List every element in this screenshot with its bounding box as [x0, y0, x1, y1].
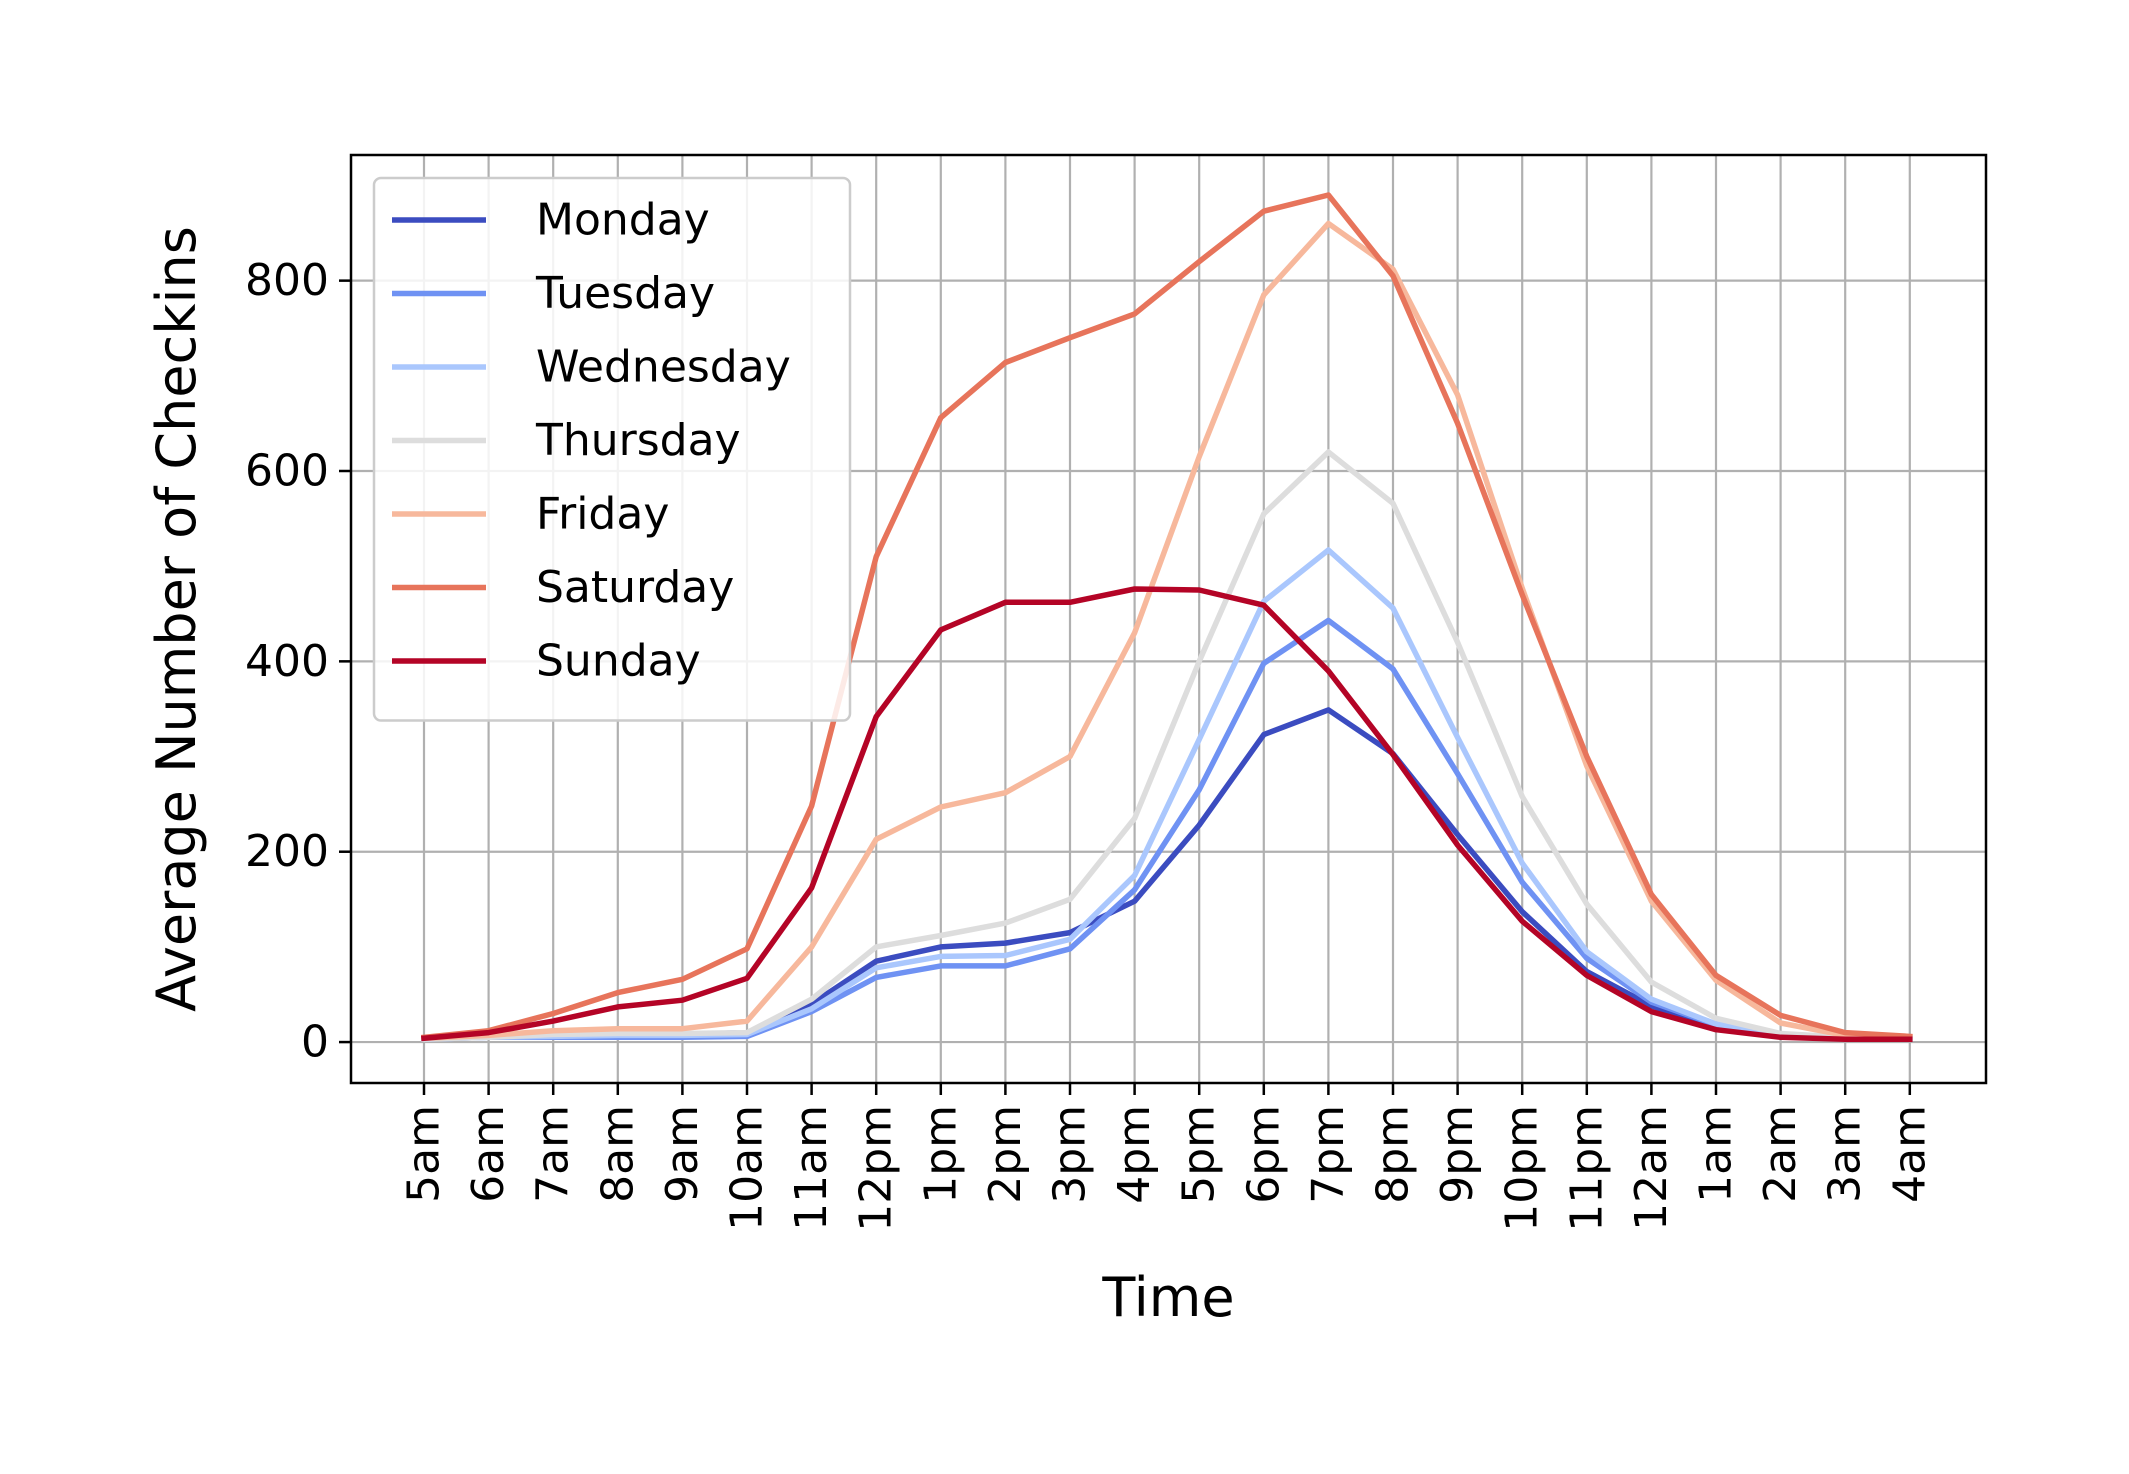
legend-label-friday: Friday — [536, 489, 669, 540]
legend: Monday Tuesday Wednesday Thursday Friday Satu… — [372, 176, 852, 722]
series-line-saturday — [420, 192, 1913, 1041]
x-tick-label: 4pm — [1109, 1105, 1160, 1204]
x-tick-label: 5pm — [1174, 1105, 1225, 1204]
x-tick-label: 5am — [399, 1105, 450, 1203]
x-tick-label: 12am — [1626, 1105, 1677, 1231]
x-tick-label: 11pm — [1561, 1105, 1612, 1232]
y-axis-ticks: 0 200 400 600 800 — [245, 255, 351, 1068]
x-tick-label: 9am — [657, 1105, 708, 1203]
legend-label-saturday: Saturday — [536, 562, 734, 613]
x-tick-label: 6am — [463, 1105, 514, 1203]
x-tick-label: 12pm — [851, 1105, 902, 1232]
legend-box — [372, 176, 852, 722]
x-tick-label: 4am — [1884, 1105, 1935, 1203]
y-tick-label: 400 — [245, 636, 329, 687]
x-tick-label: 8am — [592, 1105, 643, 1203]
x-tick-label: 6pm — [1238, 1105, 1289, 1204]
legend-label-thursday: Thursday — [535, 415, 741, 466]
x-tick-label: 1pm — [915, 1105, 966, 1204]
x-axis-label: Time — [1101, 1266, 1234, 1329]
x-tick-label: 1am — [1691, 1105, 1742, 1203]
x-tick-label: 3pm — [1045, 1105, 1096, 1204]
series-line-sunday — [421, 586, 1913, 1042]
legend-label-wednesday: Wednesday — [536, 342, 791, 393]
x-tick-label: 11am — [786, 1105, 837, 1231]
legend-label-monday: Monday — [536, 195, 710, 246]
x-tick-label: 2pm — [980, 1105, 1031, 1204]
legend-label-tuesday: Tuesday — [535, 268, 715, 319]
x-axis-ticks: 5am 6am 7am 8am 9am 10am 11am 12pm 1pm 2pm 3pm 4pm 5… — [399, 1083, 1935, 1232]
x-tick-label: 2am — [1755, 1105, 1806, 1203]
series-lines — [420, 192, 1913, 1043]
x-tick-label: 3am — [1820, 1105, 1871, 1203]
series-line-thursday — [421, 449, 1913, 1043]
x-tick-label: 10am — [722, 1105, 773, 1231]
series-line-friday — [421, 220, 1913, 1042]
y-tick-label: 600 — [245, 445, 329, 496]
x-tick-label: 8pm — [1368, 1105, 1419, 1204]
plot-frame — [349, 153, 1988, 1085]
y-tick-label: 800 — [245, 255, 329, 306]
x-tick-label: 7pm — [1303, 1105, 1354, 1204]
x-tick-label: 10pm — [1497, 1105, 1548, 1232]
y-axis-label: Average Number of Checkins — [145, 226, 208, 1012]
x-tick-label: 9pm — [1432, 1105, 1483, 1204]
y-tick-label: 0 — [301, 1017, 329, 1068]
x-tick-label: 7am — [528, 1105, 579, 1203]
legend-label-sunday: Sunday — [536, 636, 701, 687]
y-tick-label: 200 — [245, 826, 329, 877]
